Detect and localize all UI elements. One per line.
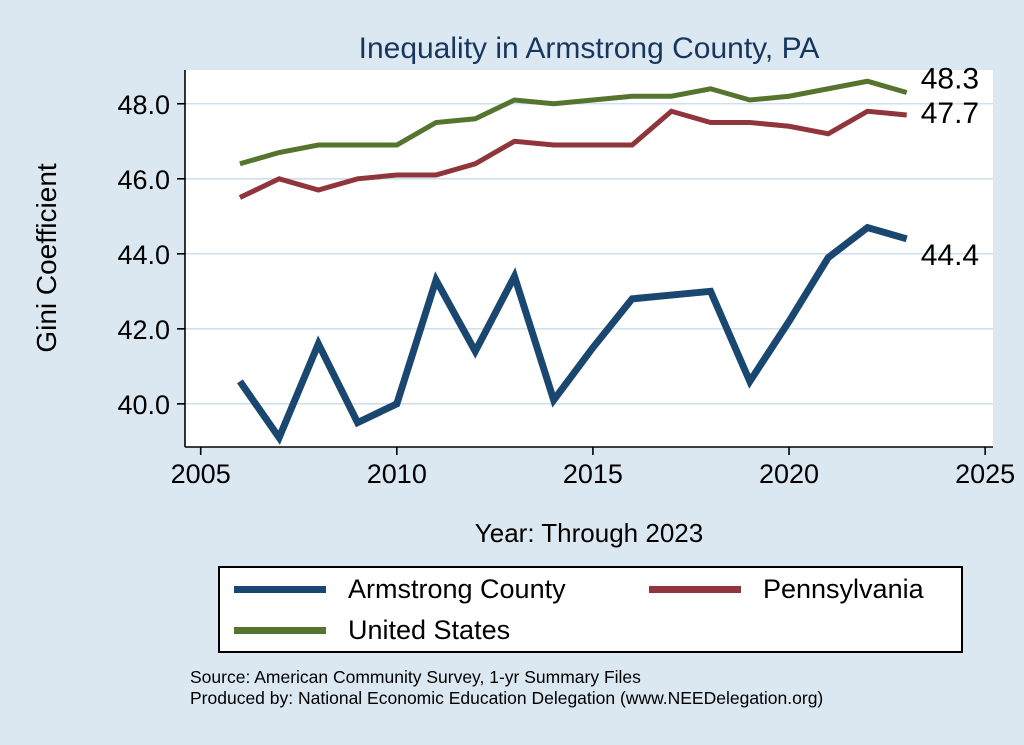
svg-text:2020: 2020 bbox=[759, 459, 819, 489]
legend-line-sample-armstrong bbox=[234, 585, 326, 593]
x-axis-label: Year: Through 2023 bbox=[474, 518, 704, 548]
legend-line-sample-united-states bbox=[234, 626, 326, 634]
svg-text:47.7: 47.7 bbox=[921, 97, 979, 130]
svg-text:44.0: 44.0 bbox=[117, 240, 170, 270]
legend-line-sample-pennsylvania bbox=[649, 585, 741, 593]
legend: Armstrong County Pennsylvania United Sta… bbox=[218, 566, 963, 653]
legend-label: Pennsylvania bbox=[763, 573, 924, 604]
svg-text:40.0: 40.0 bbox=[117, 390, 170, 420]
source-line: Source: American Community Survey, 1-yr … bbox=[190, 667, 641, 687]
svg-text:42.0: 42.0 bbox=[117, 315, 170, 345]
produced-by-line: Produced by: National Economic Education… bbox=[190, 688, 824, 708]
legend-item-united-states: United States bbox=[234, 615, 649, 646]
svg-text:48.0: 48.0 bbox=[117, 90, 170, 120]
legend-item-pennsylvania: Pennsylvania bbox=[649, 574, 947, 605]
svg-text:2025: 2025 bbox=[955, 459, 1015, 489]
source-note: Source: American Community Survey, 1-yr … bbox=[190, 667, 823, 709]
svg-text:46.0: 46.0 bbox=[117, 165, 170, 195]
legend-label: Armstrong County bbox=[348, 573, 566, 604]
svg-text:48.3: 48.3 bbox=[921, 63, 979, 96]
svg-text:2015: 2015 bbox=[563, 459, 623, 489]
svg-text:44.4: 44.4 bbox=[921, 239, 979, 272]
plot-area: 40.0 42.0 44.0 46.0 48.0 2005 2010 2015 2020 2025… bbox=[117, 63, 1015, 489]
legend-item-armstrong-county: Armstrong County bbox=[234, 574, 649, 605]
chart-title: Inequality in Armstrong County, PA bbox=[358, 32, 820, 65]
svg-text:2005: 2005 bbox=[171, 459, 231, 489]
legend-label: United States bbox=[348, 614, 511, 645]
svg-text:2010: 2010 bbox=[367, 459, 427, 489]
